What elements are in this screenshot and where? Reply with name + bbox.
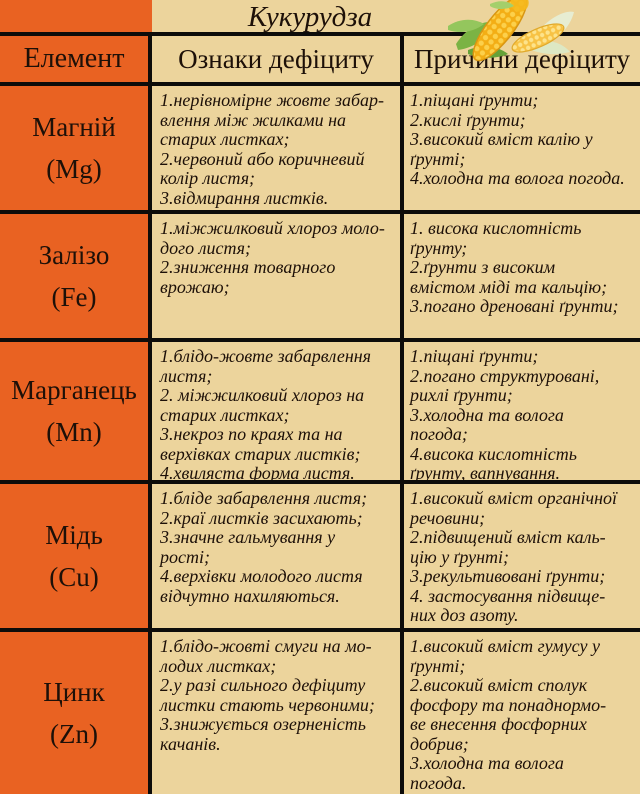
causes-cell: 1.піщані ґрунти; 2.погано структуровані,… <box>404 342 640 480</box>
element-name: Марганець <box>11 375 137 405</box>
signs-cell: 1.блідо-жовте забарвлення листя; 2. міжж… <box>152 342 404 480</box>
element-symbol: (Fe) <box>51 282 97 312</box>
table-row-iron: Залізо (Fe) 1.міжжилковий хлороз моло- д… <box>0 214 640 342</box>
signs-text: 1.міжжилковий хлороз моло- дого листя; 2… <box>160 218 385 297</box>
element-symbol: (Mn) <box>46 417 102 447</box>
corn-icon <box>448 0 574 62</box>
signs-cell: 1.бліде забарвлення листя; 2.краї листкі… <box>152 484 404 628</box>
corner-block <box>0 0 152 32</box>
element-name: Мідь <box>45 520 103 550</box>
element-name: Магній <box>32 112 116 142</box>
element-cell: Цинк (Zn) <box>0 632 152 794</box>
signs-text: 1.блідо-жовті смуги на мо- лодих листках… <box>160 636 375 754</box>
causes-cell: 1.піщані ґрунти; 2.кислі ґрунти; 3.висок… <box>404 86 640 210</box>
signs-text: 1.бліде забарвлення листя; 2.краї листкі… <box>160 488 368 606</box>
causes-cell: 1.високий вміст гумусу у ґрунті; 2.висок… <box>404 632 640 794</box>
causes-text: 1.піщані ґрунти; 2.погано структуровані,… <box>410 346 600 480</box>
signs-text: 1.нерівномірне жовте забар- влення між ж… <box>160 90 385 208</box>
column-header-element: Елемент <box>0 36 152 82</box>
causes-text: 1.високий вміст гумусу у ґрунті; 2.висок… <box>410 636 607 793</box>
element-cell: Магній (Mg) <box>0 86 152 210</box>
table-row-magnesium: Магній (Mg) 1.нерівномірне жовте забар- … <box>0 86 640 214</box>
signs-cell: 1.нерівномірне жовте забар- влення між ж… <box>152 86 404 210</box>
element-symbol: (Cu) <box>49 562 99 592</box>
causes-cell: 1. висока кислотність ґрунту; 2.ґрунти з… <box>404 214 640 338</box>
element-name: Залізо <box>38 240 110 270</box>
element-cell: Марганець (Mn) <box>0 342 152 480</box>
table-row-zinc: Цинк (Zn) 1.блідо-жовті смуги на мо- лод… <box>0 632 640 794</box>
table-title: Кукурудза <box>247 1 373 33</box>
title-band: Кукурудза <box>0 0 640 36</box>
causes-text: 1.піщані ґрунти; 2.кислі ґрунти; 3.висок… <box>410 90 625 188</box>
element-name: Цинк <box>43 677 105 707</box>
element-symbol: (Zn) <box>50 719 98 749</box>
element-cell: Мідь (Cu) <box>0 484 152 628</box>
causes-cell: 1.високий вміст органічної речовини; 2.п… <box>404 484 640 628</box>
table-row-copper: Мідь (Cu) 1.бліде забарвлення листя; 2.к… <box>0 484 640 632</box>
signs-text: 1.блідо-жовте забарвлення листя; 2. міжж… <box>160 346 372 480</box>
element-cell: Залізо (Fe) <box>0 214 152 338</box>
signs-cell: 1.міжжилковий хлороз моло- дого листя; 2… <box>152 214 404 338</box>
column-header-signs: Ознаки дефіциту <box>152 36 404 82</box>
signs-cell: 1.блідо-жовті смуги на мо- лодих листках… <box>152 632 404 794</box>
causes-text: 1.високий вміст органічної речовини; 2.п… <box>410 488 618 625</box>
table-row-manganese: Марганець (Mn) 1.блідо-жовте забарвлення… <box>0 342 640 484</box>
causes-text: 1. висока кислотність ґрунту; 2.ґрунти з… <box>410 218 619 316</box>
element-symbol: (Mg) <box>46 154 102 184</box>
